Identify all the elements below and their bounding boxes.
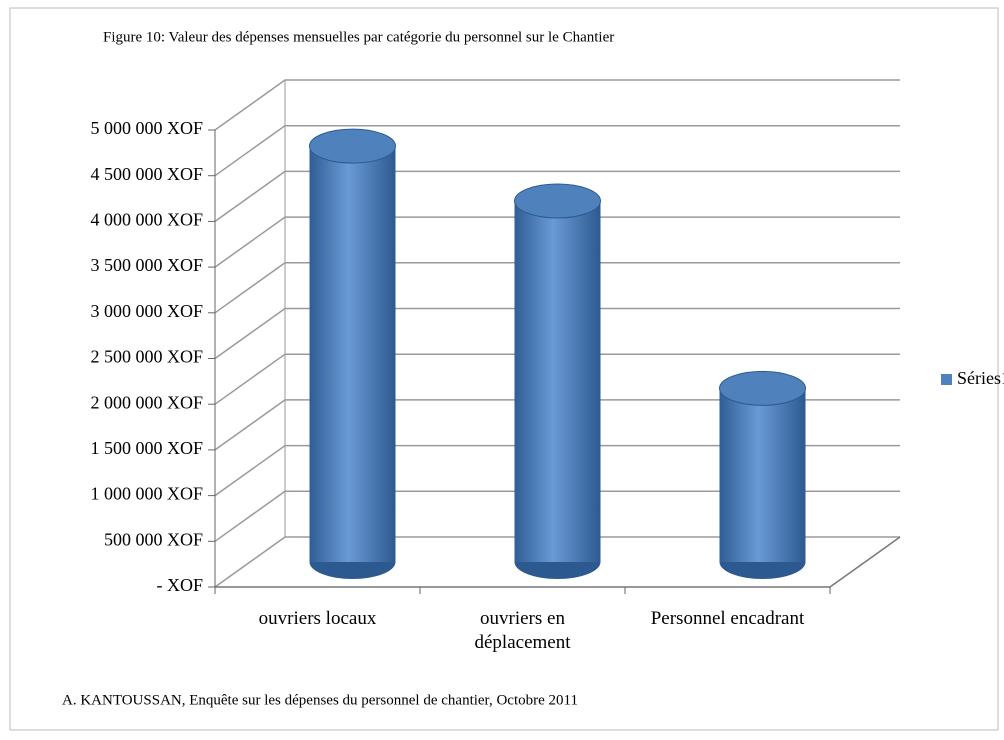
grid-line	[214, 444, 900, 497]
bar-top	[719, 370, 806, 406]
chart-source: A. KANTOUSSAN, Enquête sur les dépenses …	[62, 692, 578, 708]
y-tick-label: 500 000 XOF	[104, 529, 203, 549]
y-tick-label: 3 500 000 XOF	[90, 255, 203, 275]
y-tick-label: - XOF	[156, 575, 203, 595]
y-tick-label: 4 500 000 XOF	[90, 164, 203, 184]
y-tick-label: 2 500 000 XOF	[90, 347, 203, 367]
grid-line	[214, 353, 900, 405]
x-tick-label: ouvriers en déplacement	[474, 608, 571, 653]
bar	[514, 200, 601, 562]
y-tick-label: 1 000 000 XOF	[90, 484, 203, 504]
grid-line	[214, 170, 900, 223]
grid-line	[214, 399, 900, 451]
legend-label: Séries1	[957, 368, 1004, 388]
chart-title: Figure 10: Valeur des dépenses mensuelle…	[103, 29, 614, 45]
grid-line	[214, 262, 900, 314]
grid-line	[214, 79, 900, 131]
bar-top	[309, 128, 396, 164]
x-tick-label: Personnel encadrant	[650, 608, 805, 629]
y-tick-label: 5 000 000 XOF	[90, 118, 203, 138]
grid-line	[214, 216, 900, 268]
y-tick-label: 2 000 000 XOF	[90, 392, 203, 412]
grid-line	[214, 536, 900, 588]
y-tick-label: 1 500 000 XOF	[90, 438, 203, 458]
grid-line	[214, 307, 900, 360]
legend-swatch	[941, 374, 952, 385]
bar	[719, 388, 806, 562]
grid-line	[214, 124, 900, 177]
y-tick-label: 3 000 000 XOF	[90, 301, 203, 321]
bar-top	[514, 183, 601, 219]
grid-line	[214, 490, 900, 542]
y-tick-label: 4 000 000 XOF	[90, 210, 203, 230]
x-tick-label: ouvriers locaux	[258, 608, 377, 629]
bar	[309, 146, 396, 562]
chart-frame	[9, 7, 999, 731]
